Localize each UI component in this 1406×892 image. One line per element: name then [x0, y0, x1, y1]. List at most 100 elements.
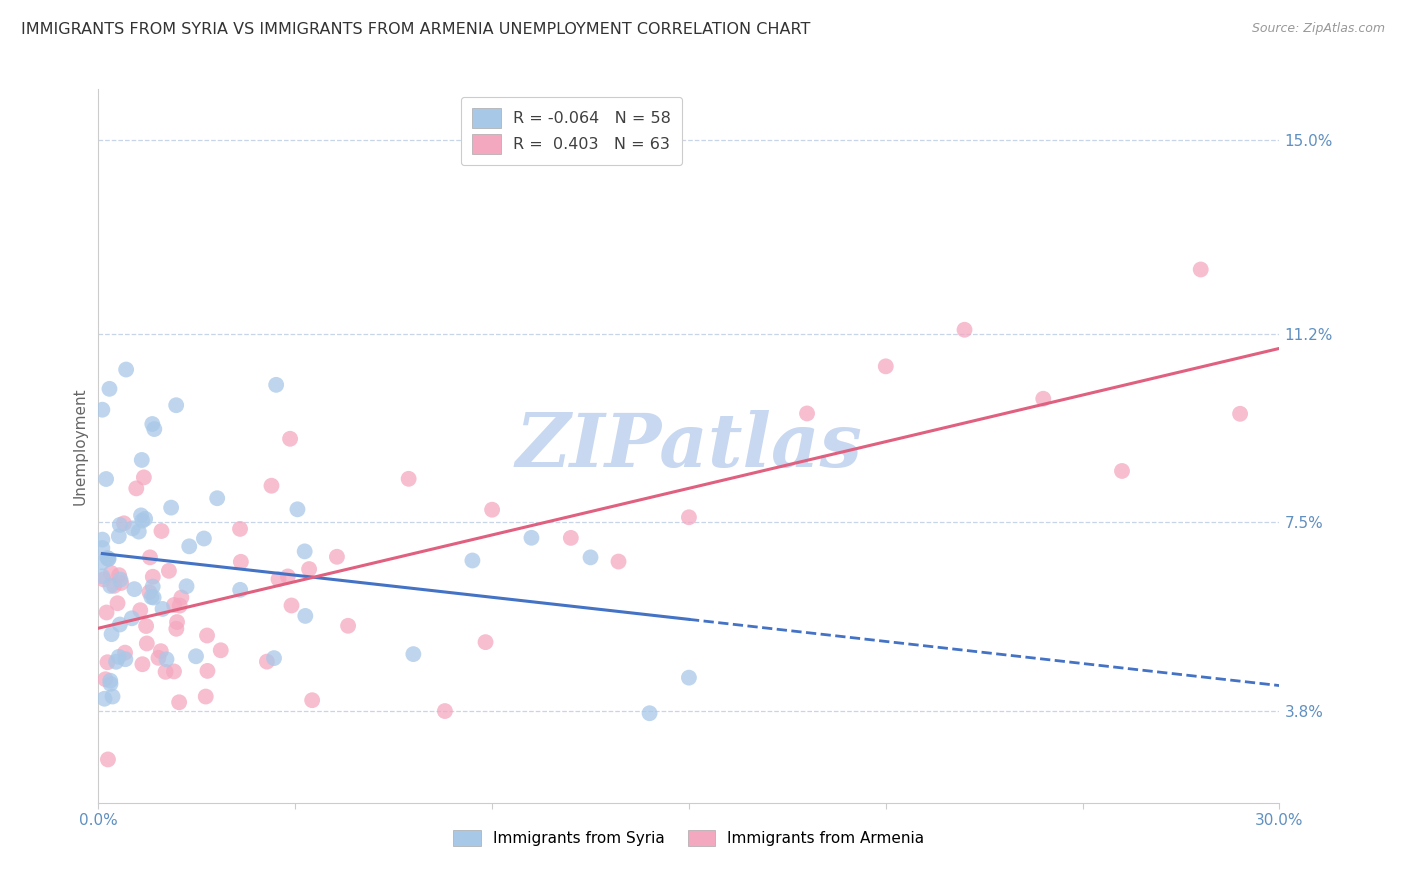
Point: [433, 704, 456, 718]
Point: [128, 524, 150, 539]
Point: [94, 472, 117, 486]
Point: [267, 572, 290, 586]
Point: [278, 432, 301, 446]
Point: [402, 647, 425, 661]
Point: [97, 752, 120, 766]
Point: [141, 417, 163, 431]
Point: [160, 500, 183, 515]
Text: Source: ZipAtlas.com: Source: ZipAtlas.com: [1251, 22, 1385, 36]
Point: [93, 573, 115, 587]
Point: [100, 627, 122, 641]
Point: [197, 664, 219, 678]
Point: [638, 706, 661, 721]
Legend: Immigrants from Syria, Immigrants from Armenia: Immigrants from Syria, Immigrants from A…: [447, 824, 931, 852]
Point: [264, 377, 287, 392]
Point: [294, 608, 316, 623]
Point: [678, 510, 700, 524]
Point: [179, 539, 201, 553]
Point: [474, 635, 496, 649]
Point: [114, 652, 136, 666]
Point: [132, 470, 155, 484]
Point: [294, 544, 316, 558]
Point: [184, 649, 207, 664]
Point: [91, 533, 114, 547]
Point: [105, 655, 128, 669]
Point: [195, 628, 218, 642]
Point: [165, 622, 187, 636]
Point: [155, 665, 177, 679]
Point: [91, 569, 114, 583]
Point: [96, 606, 118, 620]
Point: [108, 517, 131, 532]
Point: [301, 693, 323, 707]
Point: [96, 655, 118, 669]
Point: [229, 555, 252, 569]
Point: [98, 673, 121, 688]
Text: IMMIGRANTS FROM SYRIA VS IMMIGRANTS FROM ARMENIA UNEMPLOYMENT CORRELATION CHART: IMMIGRANTS FROM SYRIA VS IMMIGRANTS FROM…: [21, 22, 810, 37]
Point: [229, 582, 252, 597]
Point: [100, 579, 122, 593]
Point: [607, 555, 630, 569]
Point: [108, 568, 131, 582]
Point: [953, 323, 976, 337]
Point: [93, 691, 115, 706]
Point: [91, 541, 114, 555]
Point: [165, 398, 187, 412]
Point: [97, 551, 120, 566]
Point: [108, 529, 131, 543]
Point: [96, 550, 118, 565]
Point: [148, 650, 170, 665]
Point: [91, 555, 114, 569]
Point: [108, 617, 131, 632]
Point: [155, 652, 177, 666]
Point: [152, 602, 174, 616]
Point: [103, 579, 125, 593]
Point: [107, 649, 129, 664]
Point: [1032, 392, 1054, 406]
Point: [110, 573, 132, 587]
Point: [170, 591, 193, 605]
Point: [398, 472, 420, 486]
Point: [163, 598, 186, 612]
Point: [157, 564, 180, 578]
Point: [121, 611, 143, 625]
Point: [461, 553, 484, 567]
Point: [110, 576, 132, 591]
Point: [143, 422, 166, 436]
Point: [326, 549, 349, 564]
Point: [149, 644, 172, 658]
Point: [579, 550, 602, 565]
Point: [100, 566, 122, 580]
Point: [280, 599, 302, 613]
Point: [277, 569, 299, 583]
Point: [205, 491, 228, 506]
Point: [129, 508, 152, 523]
Point: [134, 512, 156, 526]
Point: [194, 690, 217, 704]
Point: [1229, 407, 1251, 421]
Point: [298, 562, 321, 576]
Point: [121, 521, 143, 535]
Point: [142, 570, 165, 584]
Point: [163, 665, 186, 679]
Point: [337, 619, 360, 633]
Point: [131, 453, 153, 467]
Point: [263, 651, 285, 665]
Point: [229, 522, 252, 536]
Point: [125, 481, 148, 495]
Point: [94, 672, 117, 686]
Point: [91, 402, 114, 417]
Point: [678, 671, 700, 685]
Point: [1111, 464, 1133, 478]
Point: [98, 382, 121, 396]
Point: [176, 579, 198, 593]
Point: [112, 516, 135, 531]
Point: [124, 582, 146, 596]
Point: [193, 532, 215, 546]
Point: [129, 603, 152, 617]
Point: [260, 479, 283, 493]
Point: [135, 619, 157, 633]
Point: [131, 657, 153, 672]
Point: [101, 690, 124, 704]
Point: [287, 502, 309, 516]
